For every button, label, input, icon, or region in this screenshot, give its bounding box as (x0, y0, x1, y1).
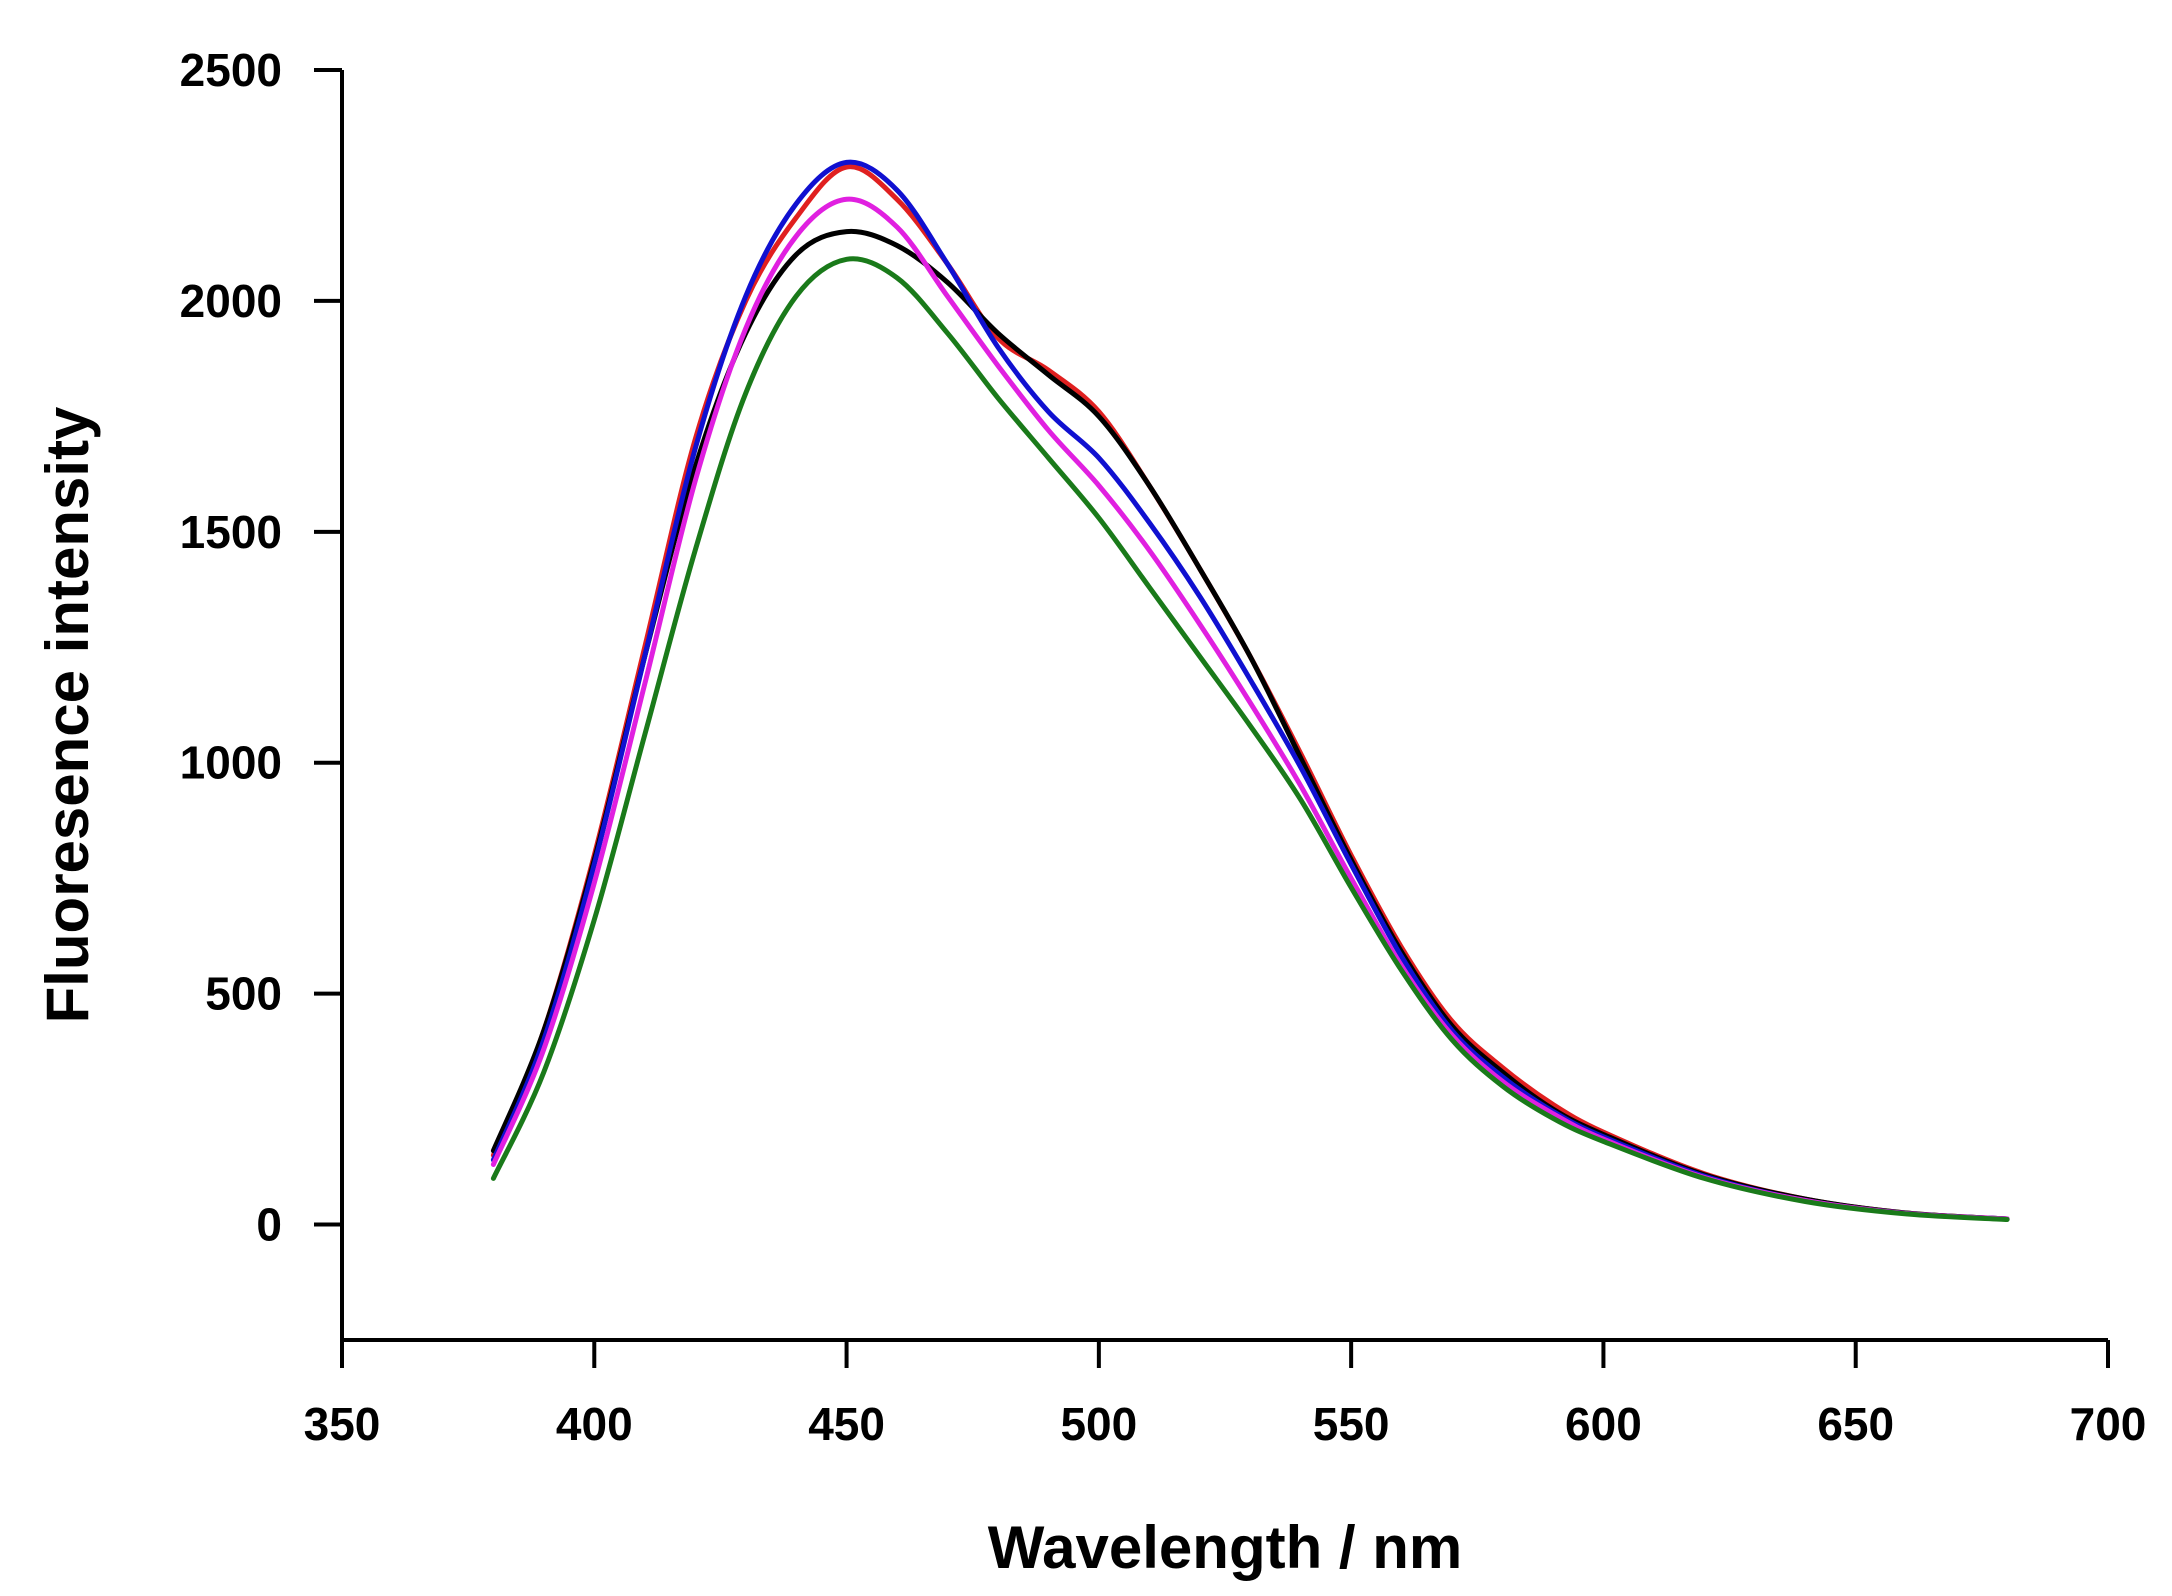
plot-lines (490, 159, 2010, 1222)
y-tick-label: 0 (256, 1199, 282, 1251)
x-tick-label: 600 (1565, 1398, 1642, 1450)
x-axis-title: Wavelength / nm (988, 1514, 1463, 1581)
series-line-blue (490, 159, 2010, 1222)
series-line-magenta (490, 196, 2010, 1222)
x-tick-label: 550 (1313, 1398, 1390, 1450)
series-line-red (490, 164, 2010, 1222)
y-tick-label: 2000 (180, 275, 282, 327)
axes (340, 70, 2108, 1342)
ticks: 350 400 450 500 550 600 650 700 0 500 1000 1500 2000… (180, 44, 2147, 1450)
y-tick-label: 500 (205, 968, 282, 1020)
series-line-green (490, 256, 2010, 1222)
x-tick-label: 700 (2070, 1398, 2147, 1450)
y-axis-title: Fluoresence intensity (34, 406, 101, 1023)
y-tick-label: 1000 (180, 737, 282, 789)
x-tick-label: 500 (1060, 1398, 1137, 1450)
x-tick-label: 450 (808, 1398, 885, 1450)
x-tick-label: 400 (556, 1398, 633, 1450)
y-tick-label: 1500 (180, 506, 282, 558)
x-tick-label: 350 (304, 1398, 381, 1450)
y-tick-label: 2500 (180, 44, 282, 96)
x-tick-label: 650 (1817, 1398, 1894, 1450)
